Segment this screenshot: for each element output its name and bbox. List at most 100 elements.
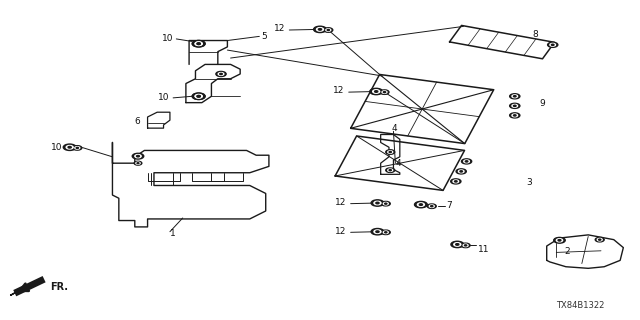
Circle shape	[513, 105, 516, 107]
Circle shape	[326, 29, 331, 31]
Circle shape	[464, 160, 469, 163]
Circle shape	[417, 203, 424, 206]
Circle shape	[456, 244, 459, 245]
Circle shape	[137, 163, 139, 164]
Circle shape	[136, 162, 140, 164]
Circle shape	[453, 180, 459, 183]
Circle shape	[374, 230, 381, 233]
Circle shape	[370, 88, 383, 95]
Circle shape	[558, 240, 561, 241]
Circle shape	[428, 204, 436, 208]
Circle shape	[460, 171, 463, 172]
Circle shape	[68, 147, 71, 148]
Circle shape	[192, 41, 205, 47]
Circle shape	[451, 179, 461, 184]
Circle shape	[554, 237, 565, 243]
Circle shape	[509, 94, 520, 99]
Circle shape	[317, 28, 323, 31]
Text: 2: 2	[564, 247, 570, 256]
Circle shape	[388, 169, 393, 172]
Circle shape	[461, 243, 470, 248]
Text: 12: 12	[335, 198, 346, 207]
Circle shape	[75, 147, 80, 149]
Circle shape	[598, 239, 601, 240]
Text: 6: 6	[134, 116, 140, 126]
Circle shape	[76, 147, 79, 148]
Circle shape	[192, 93, 205, 100]
Circle shape	[376, 231, 379, 233]
Circle shape	[63, 144, 76, 150]
Circle shape	[461, 159, 472, 164]
Circle shape	[324, 28, 333, 32]
Text: 9: 9	[539, 99, 545, 108]
Text: 12: 12	[335, 227, 346, 236]
Circle shape	[513, 96, 516, 97]
Circle shape	[195, 42, 202, 45]
Circle shape	[383, 92, 386, 93]
Text: 4: 4	[396, 159, 401, 168]
Circle shape	[383, 231, 388, 234]
Circle shape	[195, 94, 202, 98]
Circle shape	[512, 95, 518, 98]
Circle shape	[136, 156, 140, 157]
Circle shape	[465, 245, 467, 246]
Circle shape	[376, 202, 379, 204]
Circle shape	[509, 113, 520, 118]
Circle shape	[319, 28, 321, 30]
Circle shape	[371, 228, 384, 235]
Circle shape	[381, 201, 390, 206]
Circle shape	[135, 155, 141, 158]
Circle shape	[512, 104, 518, 107]
Circle shape	[371, 200, 384, 206]
Circle shape	[73, 146, 82, 150]
Text: 1: 1	[170, 229, 176, 238]
Text: 3: 3	[526, 178, 532, 187]
Circle shape	[220, 73, 222, 75]
Text: 8: 8	[532, 30, 538, 39]
Circle shape	[386, 168, 395, 172]
Circle shape	[197, 43, 200, 44]
Circle shape	[389, 151, 392, 153]
Circle shape	[380, 90, 389, 94]
Text: 10: 10	[51, 143, 63, 152]
Polygon shape	[10, 287, 25, 295]
Circle shape	[314, 26, 326, 33]
Text: TX84B1322: TX84B1322	[556, 301, 605, 310]
Circle shape	[197, 95, 200, 97]
Circle shape	[512, 114, 518, 117]
Circle shape	[66, 146, 73, 149]
Text: 10: 10	[162, 34, 173, 43]
Circle shape	[419, 204, 422, 205]
Circle shape	[382, 91, 387, 93]
Circle shape	[513, 115, 516, 116]
Circle shape	[383, 203, 388, 205]
Circle shape	[429, 205, 434, 207]
Circle shape	[597, 238, 602, 241]
Circle shape	[381, 230, 390, 235]
Circle shape	[386, 150, 395, 154]
Circle shape	[218, 73, 224, 76]
Circle shape	[372, 90, 380, 93]
Circle shape	[431, 206, 433, 207]
Text: 4: 4	[392, 124, 397, 133]
Circle shape	[556, 239, 563, 242]
Circle shape	[216, 71, 226, 76]
Text: 10: 10	[159, 93, 170, 102]
Circle shape	[195, 94, 202, 98]
Text: 12: 12	[333, 86, 344, 95]
Circle shape	[458, 170, 464, 173]
Circle shape	[374, 91, 378, 92]
Circle shape	[134, 161, 142, 165]
Circle shape	[456, 169, 467, 174]
Circle shape	[132, 153, 144, 159]
Text: 12: 12	[273, 24, 285, 33]
Circle shape	[192, 93, 205, 100]
Circle shape	[385, 232, 387, 233]
Text: FR.: FR.	[51, 283, 68, 292]
Text: 11: 11	[477, 245, 489, 254]
Circle shape	[454, 243, 461, 246]
Circle shape	[595, 237, 604, 242]
Circle shape	[550, 44, 556, 46]
Circle shape	[552, 44, 554, 45]
Circle shape	[385, 203, 387, 204]
